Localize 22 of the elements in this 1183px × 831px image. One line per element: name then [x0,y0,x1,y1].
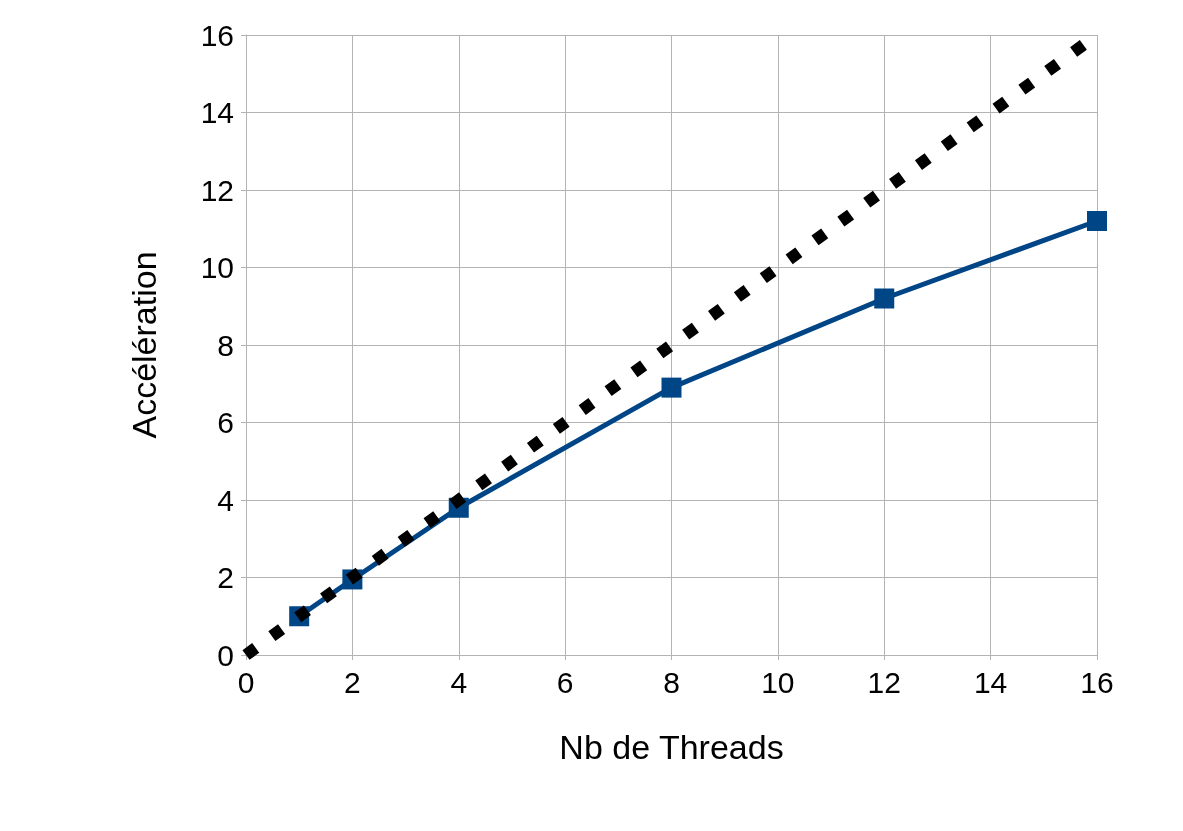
point [1087,211,1107,231]
y-tick-label: 0 [217,638,234,672]
point [874,288,895,309]
x-tick-label: 12 [867,665,901,699]
x-tick-label: 2 [344,665,361,699]
x-tick-label: 16 [1080,665,1114,699]
y-tick-label: 4 [217,483,234,517]
y-tick-label: 16 [200,18,234,52]
y-tick-label: 10 [200,251,234,284]
x-tick-label: 6 [556,665,574,699]
y-axis-title: Accélération [125,251,163,439]
y-tick-label: 8 [217,328,234,362]
point [661,377,682,398]
y-tick-label: 2 [217,561,234,594]
y-tick-label: 12 [200,173,234,207]
y-tick-label: 6 [217,406,234,439]
x-tick-label: 14 [973,665,1008,699]
x-tick-label: 4 [450,665,468,699]
x-tick-label: 8 [663,665,680,699]
x-tick-label: 10 [761,665,795,699]
y-tick-label: 14 [200,96,234,129]
x-axis-title: Nb de Threads [559,728,784,766]
